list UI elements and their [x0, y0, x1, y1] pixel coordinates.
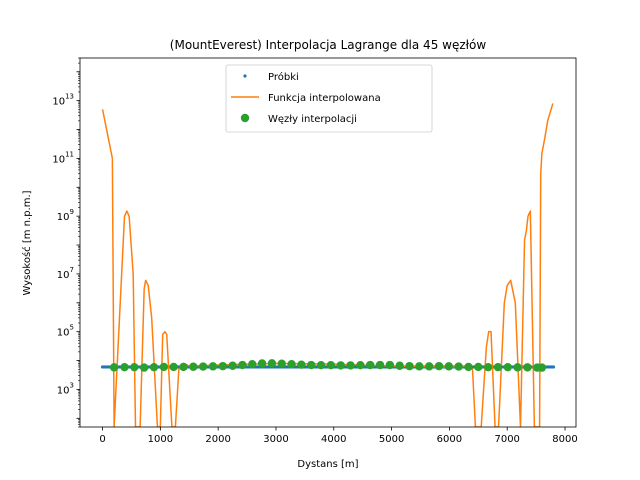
node-point — [444, 362, 454, 371]
node-point — [454, 362, 463, 371]
node-point — [356, 361, 365, 370]
legend-item: Węzły interpolacji — [240, 113, 357, 125]
node-point — [513, 363, 522, 372]
x-tick-label: 7000 — [494, 434, 519, 445]
node-point — [149, 362, 159, 372]
legend-label: Funkcja interpolowana — [268, 93, 381, 104]
node-point — [267, 359, 277, 368]
chart-title: (MountEverest) Interpolacja Lagrange dla… — [170, 38, 487, 52]
y-axis-label: Wysokość [m n.p.m.] — [21, 190, 33, 295]
node-point — [179, 362, 188, 372]
node-point — [316, 361, 326, 370]
node-point — [277, 359, 286, 368]
node-point — [307, 360, 316, 370]
node-point — [523, 363, 532, 372]
x-tick-label: 8000 — [552, 434, 577, 445]
node-point — [336, 361, 345, 370]
sample-point — [551, 365, 556, 369]
node-point — [109, 363, 119, 372]
node-point — [248, 359, 257, 369]
node-point — [474, 362, 483, 372]
node-point — [208, 362, 218, 371]
axes-frame — [79, 57, 577, 428]
node-point — [297, 360, 306, 369]
x-axis: 0 1000 2000 3000 4000 5000 6000 7000 8000 — [99, 427, 578, 445]
legend-item: Funkcja interpolowana — [231, 93, 381, 104]
x-tick-label: 6000 — [437, 434, 462, 445]
node-point — [537, 363, 547, 372]
legend-label: Próbki — [268, 71, 299, 83]
x-tick-label: 0 — [99, 434, 105, 445]
y-tick-label: 103 — [57, 381, 74, 396]
node-point — [385, 360, 395, 370]
legend-label: Węzły interpolacji — [268, 114, 357, 125]
legend: Próbki Funkcja interpolowana Węzły interpo… — [225, 64, 433, 133]
node-point — [238, 360, 247, 370]
node-point — [434, 361, 444, 371]
node-point — [375, 360, 385, 370]
node-point — [503, 362, 512, 372]
legend-box — [225, 64, 433, 133]
node-point — [415, 362, 424, 371]
node-point — [228, 361, 237, 370]
x-axis-label: Dystans [m] — [297, 459, 358, 470]
node-point — [405, 361, 414, 371]
node-point — [257, 359, 267, 368]
node-point — [493, 362, 503, 372]
node-point — [189, 362, 198, 371]
x-tick-label: 4000 — [321, 434, 346, 445]
node-point — [326, 361, 336, 370]
node-point — [346, 361, 355, 370]
x-tick-label: 1000 — [148, 434, 173, 445]
node-point — [287, 359, 296, 369]
x-tick-label: 3000 — [263, 434, 288, 445]
x-tick-label: 2000 — [205, 434, 230, 445]
legend-swatch — [243, 74, 247, 78]
node-point — [424, 362, 434, 371]
node-point — [159, 362, 169, 372]
node-point — [169, 362, 178, 372]
node-point — [218, 361, 227, 371]
interpolated-line — [101, 103, 554, 427]
node-point — [464, 362, 473, 372]
plot-area — [100, 103, 556, 427]
y-tick-label: 105 — [57, 324, 74, 339]
node-point — [395, 361, 404, 370]
axes-spines — [79, 57, 577, 428]
y-tick-label: 107 — [57, 266, 74, 281]
node-point — [130, 362, 139, 372]
y-tick-label: 109 — [57, 208, 74, 223]
legend-item: Próbki — [243, 71, 299, 83]
legend-swatch — [240, 113, 250, 123]
node-point — [120, 362, 129, 372]
node-point — [483, 362, 493, 372]
node-point — [139, 363, 149, 372]
node-point — [198, 362, 208, 371]
node-point — [366, 360, 375, 370]
y-tick-label: 1011 — [52, 150, 74, 165]
x-tick-label: 5000 — [379, 434, 404, 445]
y-axis: 103 105 107 109 1011 1013 — [52, 57, 80, 428]
y-tick-label: 1013 — [52, 93, 74, 108]
series-nodes — [109, 359, 547, 372]
